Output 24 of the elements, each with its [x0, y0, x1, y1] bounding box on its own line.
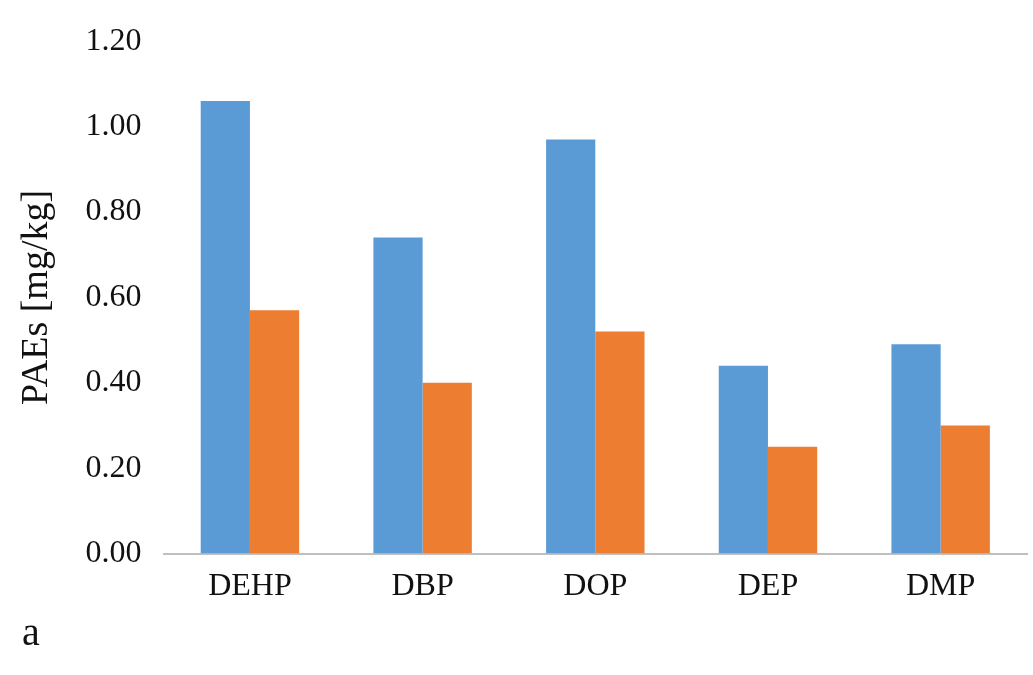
x-tick-label: DEHP — [208, 566, 292, 603]
bar — [249, 310, 300, 554]
bar — [767, 446, 818, 554]
bar — [373, 237, 423, 554]
bar — [718, 365, 768, 554]
bar — [546, 139, 596, 554]
bar — [940, 425, 990, 554]
bar — [891, 344, 941, 554]
y-axis-title: PAEs [mg/kg] — [12, 189, 55, 405]
y-tick-label: 0.40 — [85, 362, 142, 399]
text: a — [22, 608, 40, 655]
bar — [422, 382, 472, 554]
x-tick-label: DOP — [563, 566, 628, 603]
y-tick-label: 0.20 — [85, 447, 142, 484]
x-tick-label: DEP — [737, 566, 799, 603]
y-tick-label: 0.60 — [85, 276, 142, 313]
y-tick-label: 0.80 — [85, 191, 142, 228]
x-tick-label: DBP — [391, 566, 454, 603]
y-tick-label: 1.00 — [85, 106, 142, 143]
bar — [200, 100, 250, 554]
bar — [595, 331, 645, 554]
y-tick-label: 0.00 — [85, 533, 142, 570]
x-tick-label: DMP — [905, 566, 976, 603]
y-tick-label: 1.20 — [85, 20, 142, 57]
